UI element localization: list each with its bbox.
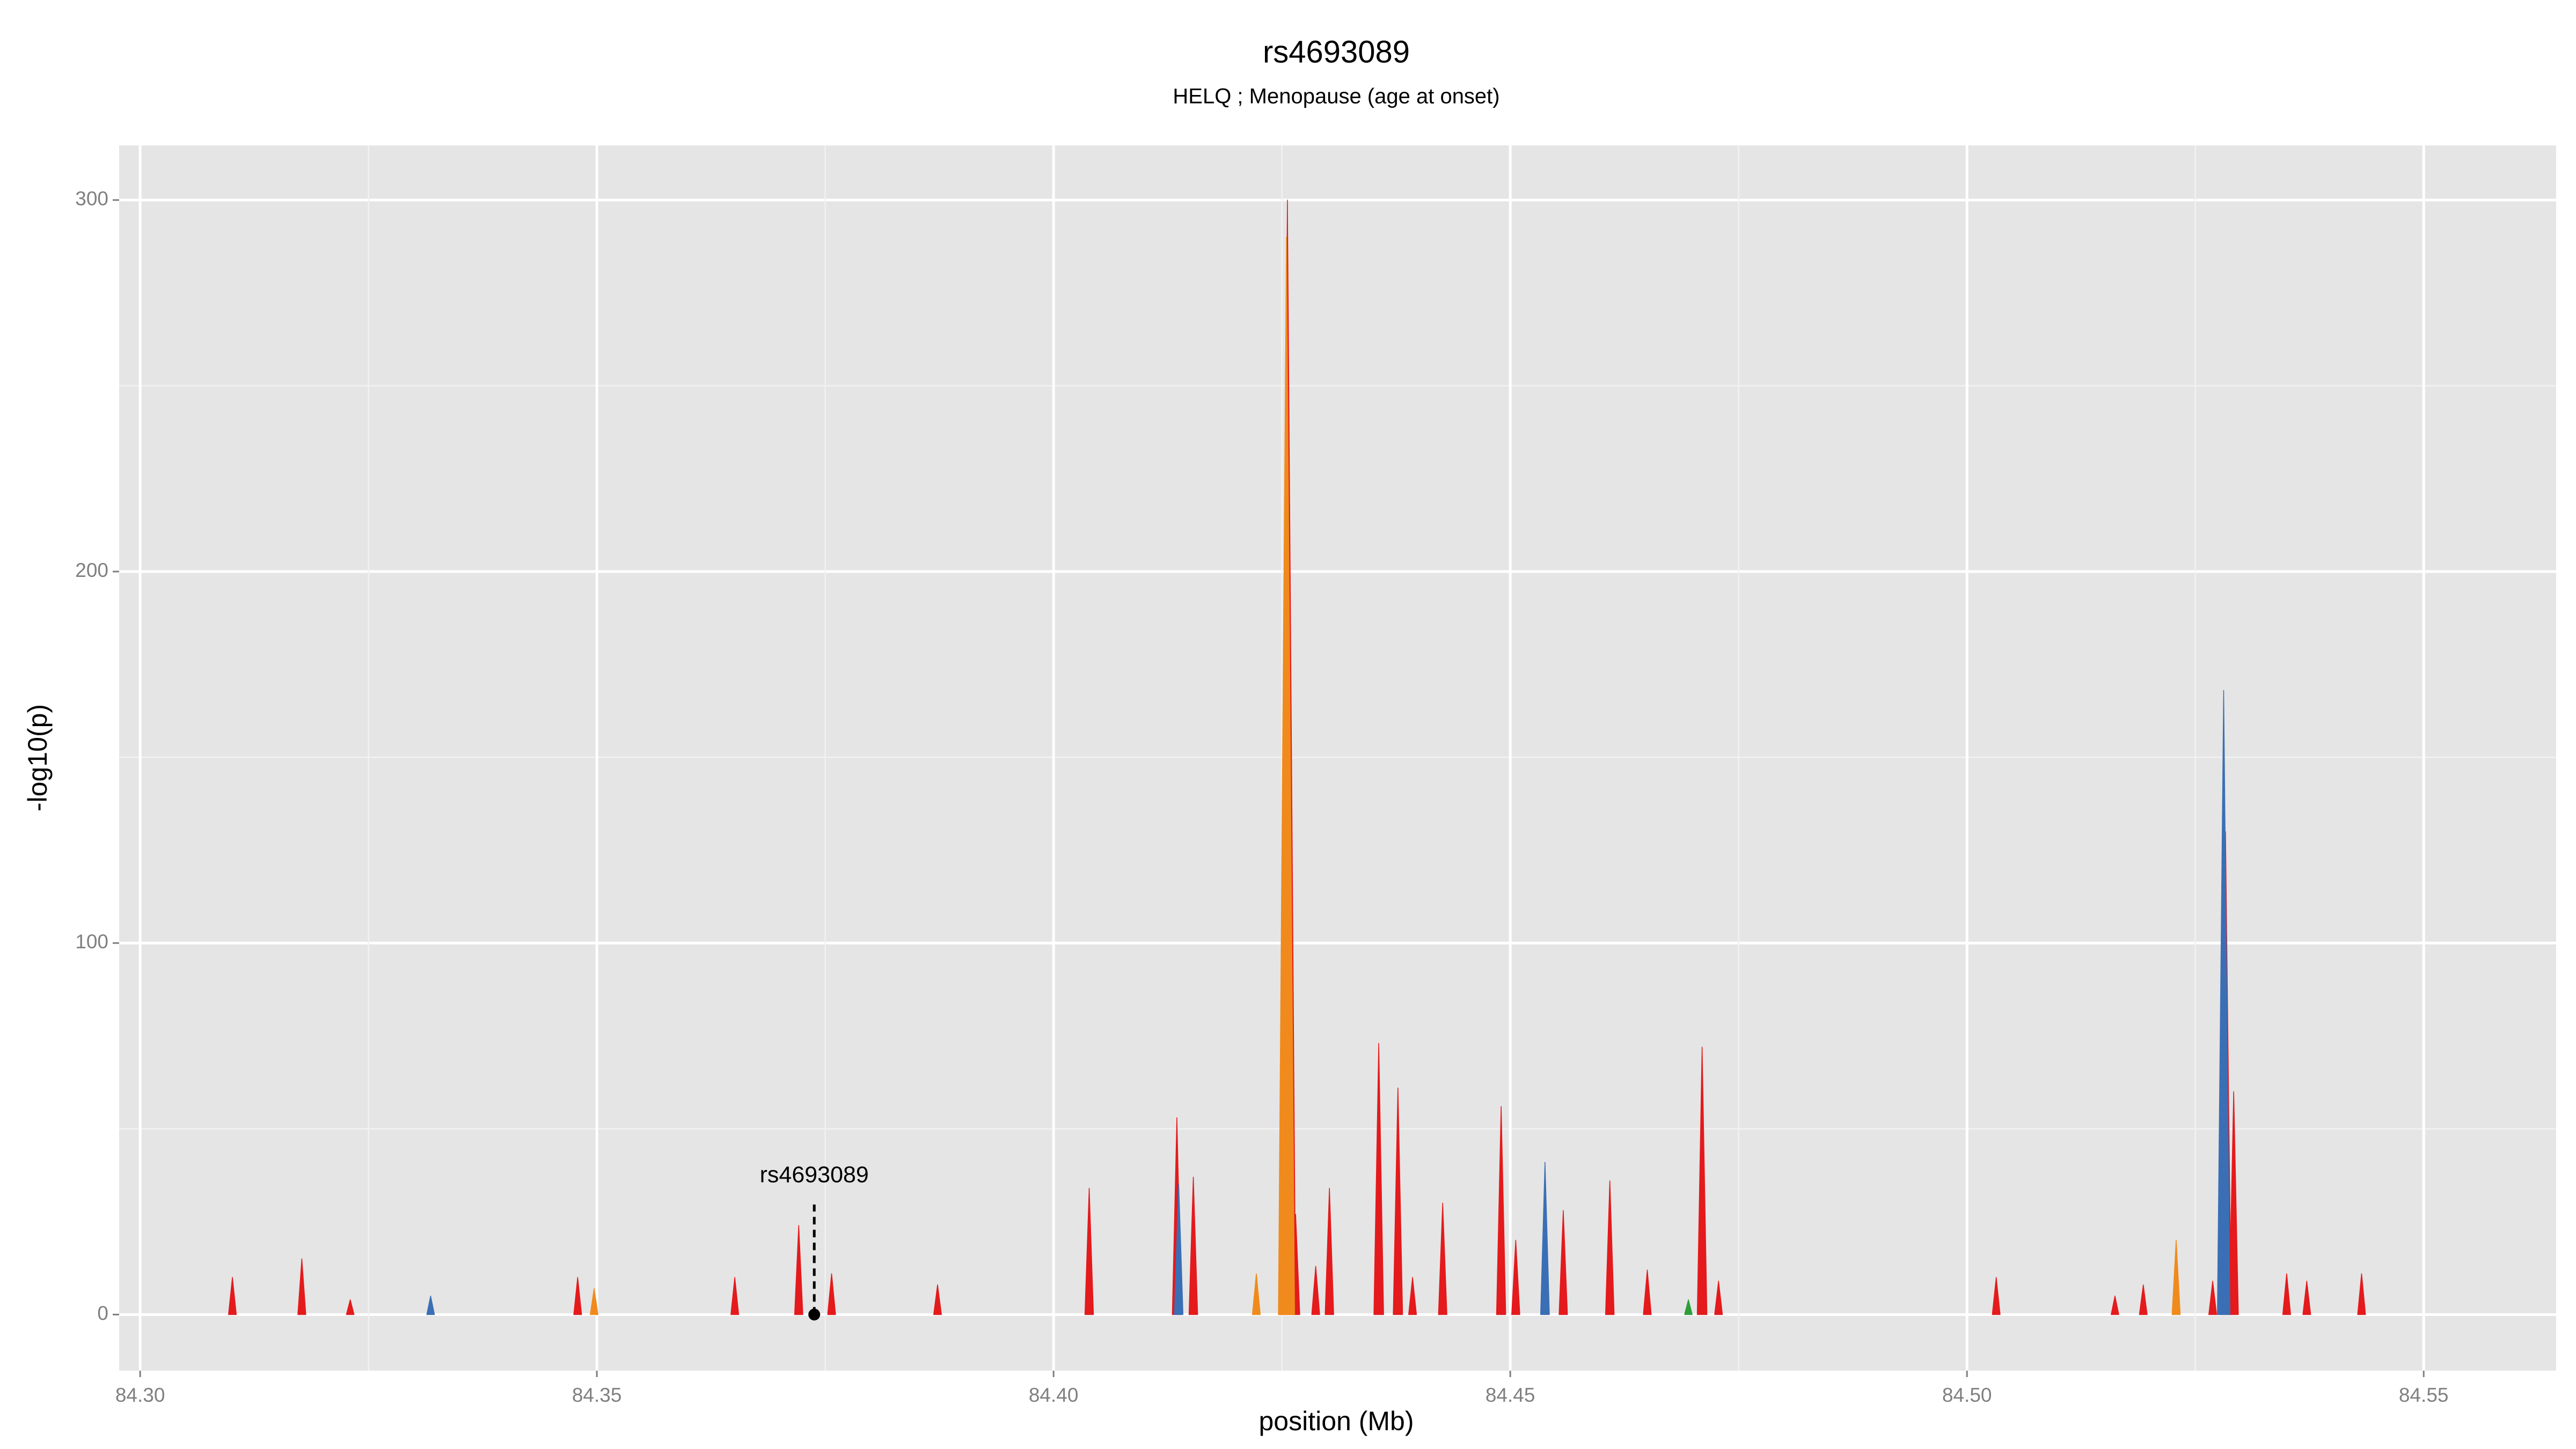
spike: [730, 1277, 740, 1315]
spike: [1496, 1106, 1506, 1315]
spike: [426, 1296, 435, 1315]
chart-title: rs4693089: [1263, 34, 1410, 69]
y-tick-label: 0: [97, 1302, 108, 1324]
y-axis-title: -log10(p): [23, 704, 53, 811]
annotation-label: rs4693089: [760, 1162, 869, 1188]
spike: [1174, 1184, 1184, 1315]
spike: [2111, 1296, 2119, 1315]
spike: [297, 1258, 306, 1315]
spike: [1188, 1176, 1198, 1315]
spike: [1684, 1299, 1693, 1315]
spike: [1511, 1240, 1520, 1315]
x-tick-label: 84.45: [1485, 1384, 1535, 1406]
y-tick-label: 100: [75, 931, 108, 953]
spike: [1373, 1043, 1384, 1315]
spike: [1643, 1269, 1652, 1315]
spike: [1252, 1273, 1261, 1315]
spike: [1714, 1280, 1723, 1315]
spike: [1605, 1180, 1615, 1315]
chart-subtitle: HELQ ; Menopause (age at onset): [1173, 85, 1499, 108]
x-tick-label: 84.35: [572, 1384, 622, 1406]
spike: [1540, 1161, 1550, 1315]
x-tick-label: 84.30: [115, 1384, 165, 1406]
spike: [1311, 1265, 1320, 1315]
grid: [119, 145, 2556, 1371]
spike: [933, 1284, 942, 1315]
spike: [1408, 1277, 1417, 1315]
y-tick-label: 200: [75, 559, 108, 581]
axes: 0 100 200 300 84.30 84.35 84.40 84.45 84.50 84.55…: [75, 188, 2448, 1406]
spike: [2171, 1240, 2181, 1315]
spike: [2357, 1273, 2366, 1315]
plot-panel: [119, 145, 2556, 1371]
x-tick-label: 84.40: [1029, 1384, 1079, 1406]
spike: [1992, 1277, 2001, 1315]
spike: [2282, 1273, 2291, 1315]
annotation-point: [808, 1308, 821, 1321]
spike: [827, 1273, 836, 1315]
spike: [1278, 237, 1295, 1315]
spike: [1393, 1087, 1403, 1315]
spike: [2302, 1280, 2311, 1315]
spike: [1438, 1203, 1447, 1315]
marks: [228, 200, 2366, 1315]
spike: [794, 1225, 803, 1315]
spike: [2139, 1284, 2148, 1315]
spike: [1558, 1210, 1568, 1315]
spike: [590, 1288, 598, 1315]
spike: [228, 1277, 237, 1315]
spike: [346, 1299, 355, 1315]
spike: [1324, 1188, 1334, 1315]
spike: [2228, 1091, 2239, 1315]
x-tick-label: 84.55: [2399, 1384, 2449, 1406]
spike: [1084, 1188, 1094, 1315]
x-axis-title: position (Mb): [1259, 1406, 1414, 1436]
spike: [2208, 1280, 2218, 1315]
y-tick-label: 300: [75, 188, 108, 210]
x-tick-label: 84.50: [1942, 1384, 1992, 1406]
spike: [2217, 690, 2230, 1315]
spike: [1696, 1046, 1708, 1315]
spike: [573, 1277, 582, 1315]
